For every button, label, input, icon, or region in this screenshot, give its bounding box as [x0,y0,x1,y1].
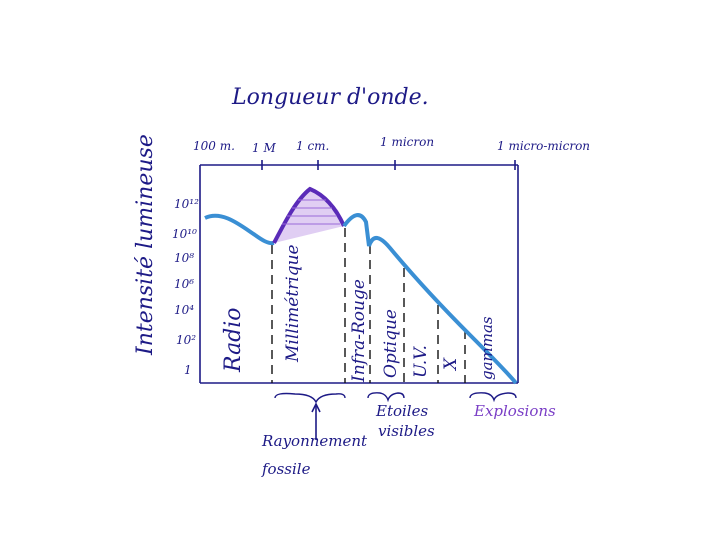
left-label: 10⁸ [174,251,194,265]
title: Longueur d'onde. [231,85,429,110]
annotation: Etoiles [375,402,428,420]
top-label: 1 M [252,141,276,155]
top-label: 1 cm. [296,139,329,153]
top-label: 1 micro-micron [497,139,590,153]
brace [367,392,405,403]
y-axis-label: Intensité lumineuse [133,134,158,356]
annotation: fossile [261,460,311,478]
spectrum-curve [342,213,518,385]
left-label: 10¹² [174,197,199,211]
left-label: 1 [184,363,192,377]
left-label: 10⁶ [174,277,194,291]
arrow-head [311,402,321,413]
annotation: visibles [378,422,435,440]
spectrum-curve [204,213,275,246]
annotation: Explosions [473,402,556,420]
band-label: Optique [381,309,401,378]
top-label: 1 micron [380,135,434,149]
band-label: X [441,357,461,372]
band-label: Infra-Rouge [349,279,369,383]
top-label: 100 m. [193,139,235,153]
left-label: 10¹⁰ [172,227,197,241]
band-label: U.V. [411,345,431,378]
left-label: 10² [176,333,196,347]
brace [469,392,517,403]
left-label: 10⁴ [174,303,194,317]
hatching [282,199,340,225]
axes [199,160,519,384]
brace [274,392,346,404]
band-label: gammas [478,316,496,380]
fossil-hump [272,186,346,244]
band-label: Radio [221,307,246,373]
band-label: Millimétrique [283,244,303,363]
band-dividers [271,228,466,383]
annotation: Rayonnement [261,432,368,450]
